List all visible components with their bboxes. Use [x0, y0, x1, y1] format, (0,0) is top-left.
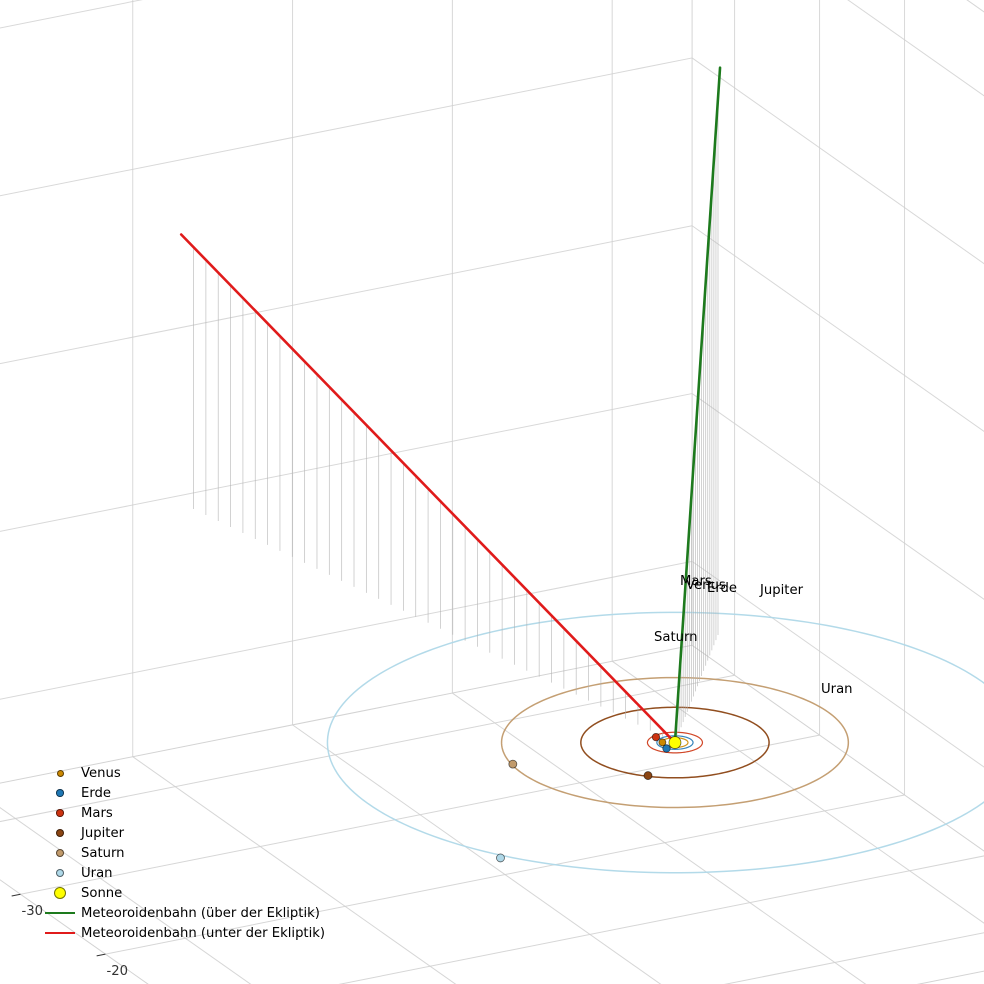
- legend-item-label: Sonne: [81, 885, 123, 901]
- legend-marker-icon: [56, 809, 64, 817]
- trajectory-above-ecliptic: [673, 66, 722, 744]
- grid-line-wall-xz-horiz: [691, 393, 984, 600]
- meteoroid-trajectory: [179, 66, 722, 744]
- floor-pane: [0, 645, 984, 984]
- trajectory-below-ecliptic: [179, 233, 677, 744]
- x-tick-mark: [96, 953, 106, 957]
- body-marker-sonne[interactable]: [668, 736, 682, 749]
- grid-line-wall-xz-horiz: [691, 560, 984, 768]
- orbit-path-uran: [326, 611, 984, 874]
- back-wall-pane-yz: [0, 0, 692, 804]
- legend-item-label: Meteoroidenbahn (unter der Ekliptik): [81, 925, 326, 941]
- legend-item-label: Meteoroidenbahn (über der Ekliptik): [81, 905, 320, 921]
- body-marker-mars[interactable]: [651, 732, 661, 742]
- tick-marks: [11, 893, 106, 957]
- grid-line-floor-y: [292, 724, 662, 984]
- legend-item-meteoroidenbahn[interactable]: Meteoroidenbahn (über der Ekliptik): [42, 903, 332, 923]
- body-label-erde: Erde: [707, 581, 738, 596]
- x-tick-mark: [11, 893, 21, 897]
- legend-line-icon: [45, 911, 75, 915]
- body-marker-erde[interactable]: [662, 744, 671, 753]
- legend-item-mars[interactable]: Mars: [42, 803, 332, 823]
- orbit-path-saturn: [500, 676, 850, 809]
- legend: Venus Erde Mars Jupiter Saturn Uran Sonne Meteo…: [42, 763, 332, 943]
- grid-line-floor-y: [0, 807, 252, 984]
- legend-item-meteoroidenbahn[interactable]: Meteoroidenbahn (unter der Ekliptik): [42, 923, 332, 943]
- celestial-bodies: [496, 732, 682, 863]
- grid-line-wall-yz-horiz: [0, 560, 693, 700]
- legend-marker-icon: [54, 887, 66, 899]
- body-label-mars: Mars: [680, 574, 712, 589]
- legend-marker-icon: [56, 829, 64, 837]
- legend-marker-icon: [56, 849, 64, 857]
- grid-line-wall-yz-horiz: [0, 0, 143, 29]
- grid-line-floor-y: [132, 756, 457, 984]
- legend-item-label: Erde: [81, 785, 112, 801]
- x-tick-label: -30: [21, 904, 44, 920]
- grid-line-floor-y: [452, 692, 867, 984]
- legend-item-sonne[interactable]: Sonne: [42, 883, 332, 903]
- body-label-uran: Uran: [821, 682, 853, 697]
- legend-item-venus[interactable]: Venus: [42, 763, 332, 783]
- legend-item-label: Mars: [81, 805, 113, 821]
- grid-line-wall-xz-horiz: [691, 225, 984, 433]
- grid-line-floor-x: [724, 932, 984, 984]
- legend-item-erde[interactable]: Erde: [42, 783, 332, 803]
- body-label-saturn: Saturn: [654, 630, 698, 645]
- legend-item-uran[interactable]: Uran: [42, 863, 332, 883]
- x-tick-label: -20: [106, 964, 128, 980]
- legend-marker-icon: [56, 769, 64, 777]
- stem-lines: [193, 98, 719, 738]
- legend-marker-icon: [56, 789, 64, 797]
- grid-line-wall-xz-horiz: [847, 0, 984, 97]
- legend-line-icon: [45, 931, 75, 935]
- body-label-jupiter: Jupiter: [760, 583, 803, 598]
- grid-line-wall-yz-horiz: [0, 57, 693, 197]
- legend-item-label: Jupiter: [81, 825, 124, 841]
- legend-item-label: Saturn: [81, 845, 125, 861]
- orbit-path-mars: [646, 731, 704, 754]
- body-marker-saturn[interactable]: [508, 759, 518, 769]
- orbit-path-jupiter: [580, 706, 770, 779]
- body-marker-jupiter[interactable]: [643, 771, 653, 780]
- body-marker-uran[interactable]: [496, 853, 505, 863]
- legend-item-saturn[interactable]: Saturn: [42, 843, 332, 863]
- legend-item-label: Venus: [81, 765, 121, 781]
- grid-line-wall-yz-horiz: [0, 225, 693, 365]
- legend-marker-icon: [56, 869, 64, 877]
- grid-line-wall-xz-horiz: [691, 57, 984, 265]
- body-marker-venus[interactable]: [658, 738, 667, 747]
- legend-item-jupiter[interactable]: Jupiter: [42, 823, 332, 843]
- legend-item-label: Uran: [81, 865, 113, 881]
- body-label-venus: Venus: [686, 578, 726, 593]
